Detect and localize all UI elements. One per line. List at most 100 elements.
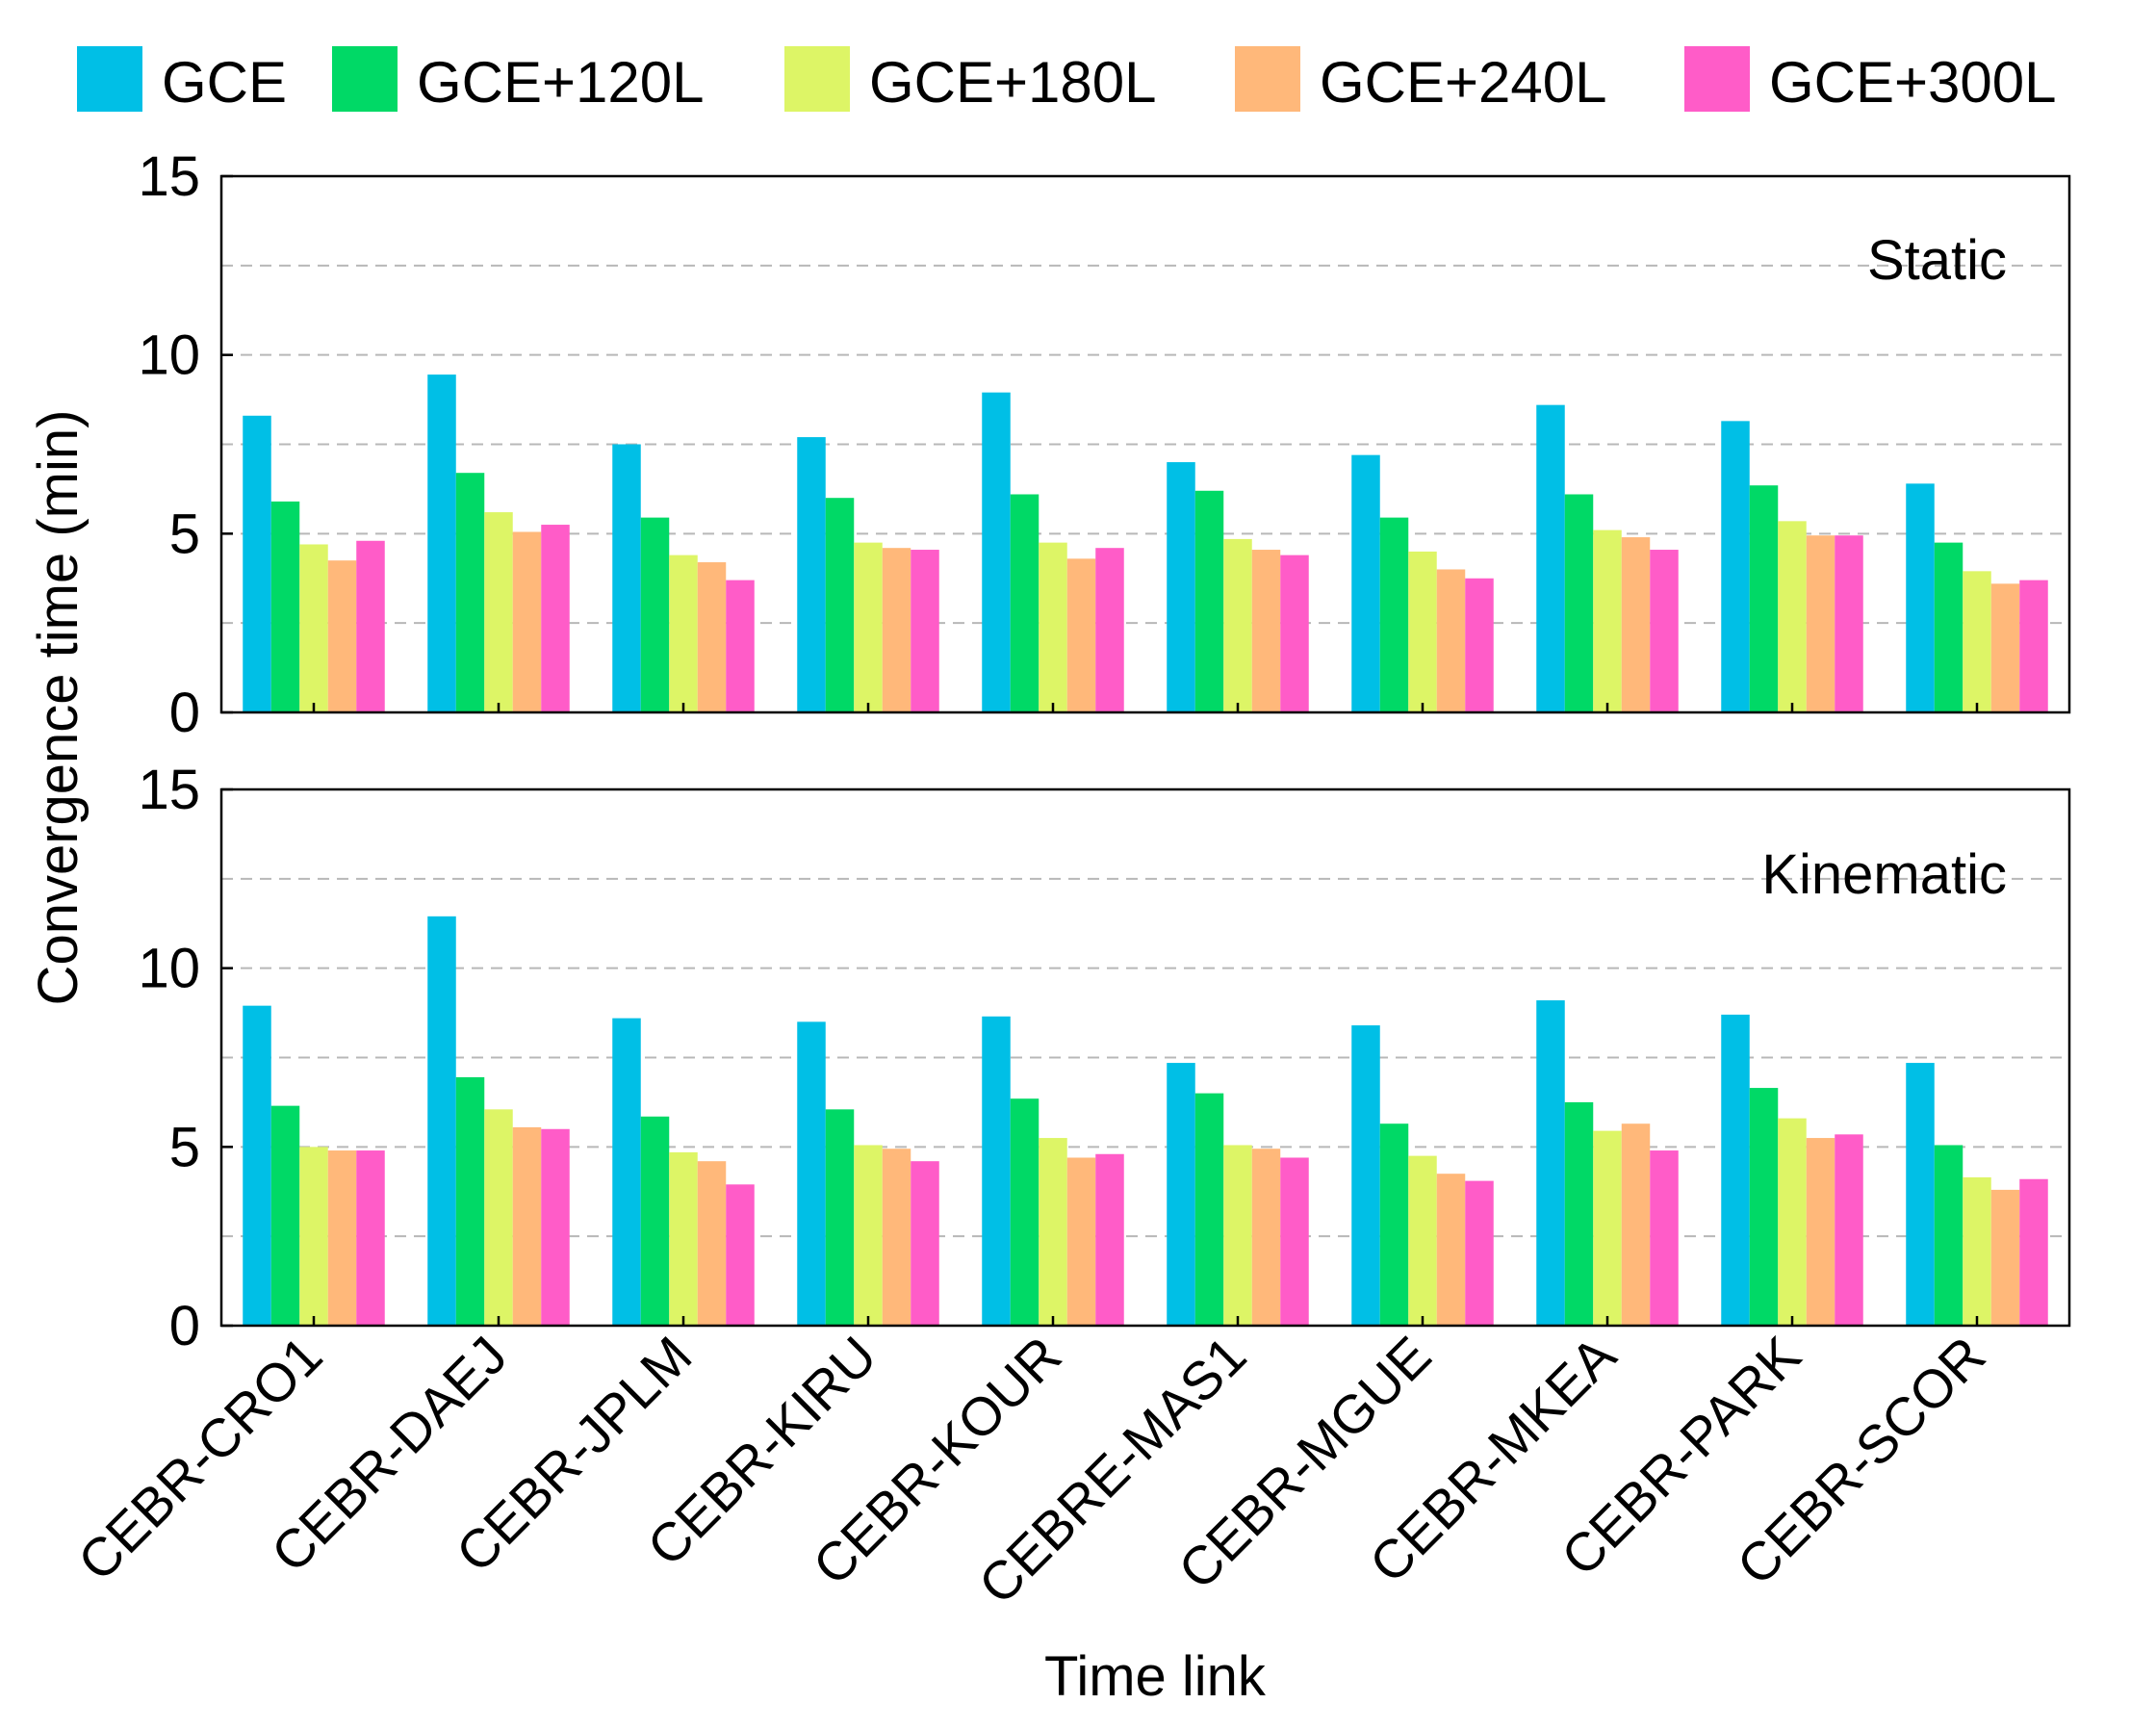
bar-gce-plus-120l	[1749, 485, 1779, 712]
bar-gce	[982, 392, 1011, 712]
bar-gce-plus-240l	[882, 548, 911, 712]
legend-swatch	[1235, 46, 1300, 112]
bar-gce	[1351, 454, 1380, 712]
bar-gce-plus-180l	[1963, 571, 1991, 712]
bar-gce-plus-180l	[669, 1151, 698, 1326]
legend-swatch	[332, 46, 398, 112]
panel-label: Kinematic	[1761, 843, 2007, 906]
bar-gce-plus-120l	[640, 517, 670, 712]
bar-gce-plus-120l	[1379, 517, 1409, 712]
bar-gce-plus-180l	[669, 555, 698, 712]
bar-gce-plus-300l	[1280, 555, 1309, 712]
bar-gce-plus-300l	[1835, 1134, 1863, 1326]
legend-label: GCE+120L	[417, 50, 705, 115]
bar-gce-plus-240l	[882, 1149, 911, 1326]
legend-swatch	[784, 46, 850, 112]
bar-gce	[1351, 1025, 1380, 1326]
bar-gce-plus-300l	[1650, 550, 1679, 712]
y-tick-label: 0	[169, 1295, 200, 1357]
bar-gce-plus-180l	[1778, 521, 1807, 712]
legend-label: GCE+180L	[869, 50, 1157, 115]
legend-label: GCE+240L	[1320, 50, 1607, 115]
legend-label: GCE+300L	[1769, 50, 2057, 115]
bar-gce	[427, 916, 456, 1326]
bar-gce-plus-300l	[911, 1161, 939, 1326]
bar-gce	[1906, 483, 1935, 712]
bar-gce-plus-120l	[1194, 1093, 1224, 1326]
bar-gce-plus-240l	[1066, 1157, 1096, 1326]
plot-frame	[219, 174, 2071, 714]
bar-gce-plus-120l	[270, 1105, 300, 1326]
bar-gce-plus-240l	[1621, 1123, 1651, 1326]
legend-item: GCE+180L	[784, 46, 1157, 115]
bar-gce-plus-120l	[1194, 490, 1224, 712]
legend-item: GCE+300L	[1684, 46, 2057, 115]
bar-gce-plus-120l	[640, 1116, 670, 1326]
y-tick-label: 15	[138, 145, 200, 208]
legend-item: GCE+240L	[1235, 46, 1607, 115]
bar-gce	[612, 1018, 641, 1326]
bar-gce-plus-240l	[1621, 537, 1651, 712]
bar-gce-plus-180l	[1593, 1130, 1622, 1326]
bar-gce-plus-240l	[1806, 1138, 1835, 1326]
bar-gce-plus-300l	[2019, 1178, 2048, 1326]
bar-gce-plus-120l	[455, 1076, 485, 1326]
bar-gce-plus-300l	[1650, 1150, 1679, 1326]
legend-swatch	[1684, 46, 1750, 112]
bar-gce-plus-300l	[356, 1150, 385, 1326]
bar-gce-plus-120l	[1010, 494, 1040, 712]
bar-gce-plus-180l	[299, 1147, 328, 1326]
bar-gce	[1536, 404, 1565, 712]
bar-gce-plus-240l	[327, 560, 357, 712]
bar-gce-plus-180l	[1039, 1138, 1067, 1326]
bar-gce-plus-240l	[1251, 1149, 1281, 1326]
bar-gce-plus-180l	[484, 1109, 513, 1326]
bar-gce-plus-120l	[270, 501, 300, 712]
bar-gce-plus-240l	[327, 1150, 357, 1326]
bar-gce-plus-240l	[697, 1161, 727, 1326]
bar-gce-plus-180l	[1408, 1155, 1437, 1326]
bar-gce	[1906, 1063, 1935, 1326]
bar-gce	[243, 415, 271, 712]
x-axis-label: Time link	[1044, 1645, 1267, 1708]
y-tick-label: 5	[169, 1116, 200, 1178]
legend-swatch	[77, 46, 142, 112]
bar-gce-plus-300l	[1465, 1180, 1494, 1326]
y-tick-label: 10	[138, 938, 200, 1000]
bar-gce	[1167, 1063, 1195, 1326]
bar-gce-plus-120l	[1564, 494, 1594, 712]
bar-gce-plus-120l	[1564, 1101, 1594, 1326]
bar-gce-plus-240l	[1990, 583, 2020, 712]
bar-gce-plus-300l	[541, 525, 570, 712]
bar-gce-plus-120l	[825, 1109, 855, 1326]
y-tick-label: 10	[138, 324, 200, 387]
bar-gce-plus-180l	[854, 542, 883, 712]
plot-panels: 0 5 10 15 Static 0 5 10 15 Kinematic	[138, 145, 2071, 1357]
bar-gce-plus-240l	[1251, 550, 1281, 712]
bar-gce-plus-240l	[1066, 558, 1096, 712]
bar-gce	[982, 1016, 1011, 1326]
bar-gce-plus-180l	[854, 1145, 883, 1326]
bars	[243, 916, 2048, 1326]
bar-gce-plus-240l	[697, 562, 727, 712]
bar-gce-plus-180l	[299, 544, 328, 712]
bars	[243, 374, 2048, 712]
y-tick-label: 5	[169, 503, 200, 565]
bar-gce-plus-120l	[1379, 1123, 1409, 1326]
bar-gce-plus-180l	[1593, 529, 1622, 712]
bar-gce-plus-300l	[1095, 1153, 1124, 1326]
bar-gce-plus-120l	[1934, 542, 1964, 712]
bar-gce-plus-300l	[1095, 548, 1124, 712]
bar-gce	[1536, 1000, 1565, 1326]
bar-gce-plus-120l	[1934, 1145, 1964, 1326]
bar-gce-plus-300l	[2019, 580, 2048, 712]
bar-gce-plus-300l	[1835, 535, 1863, 712]
bar-gce-plus-300l	[1280, 1157, 1309, 1326]
bar-gce-plus-180l	[1039, 542, 1067, 712]
bar-gce-plus-120l	[1749, 1088, 1779, 1326]
bar-gce-plus-240l	[512, 531, 542, 712]
legend-item: GCE+120L	[332, 46, 705, 115]
bar-gce-plus-120l	[1010, 1098, 1040, 1326]
bar-gce-plus-300l	[726, 580, 755, 712]
